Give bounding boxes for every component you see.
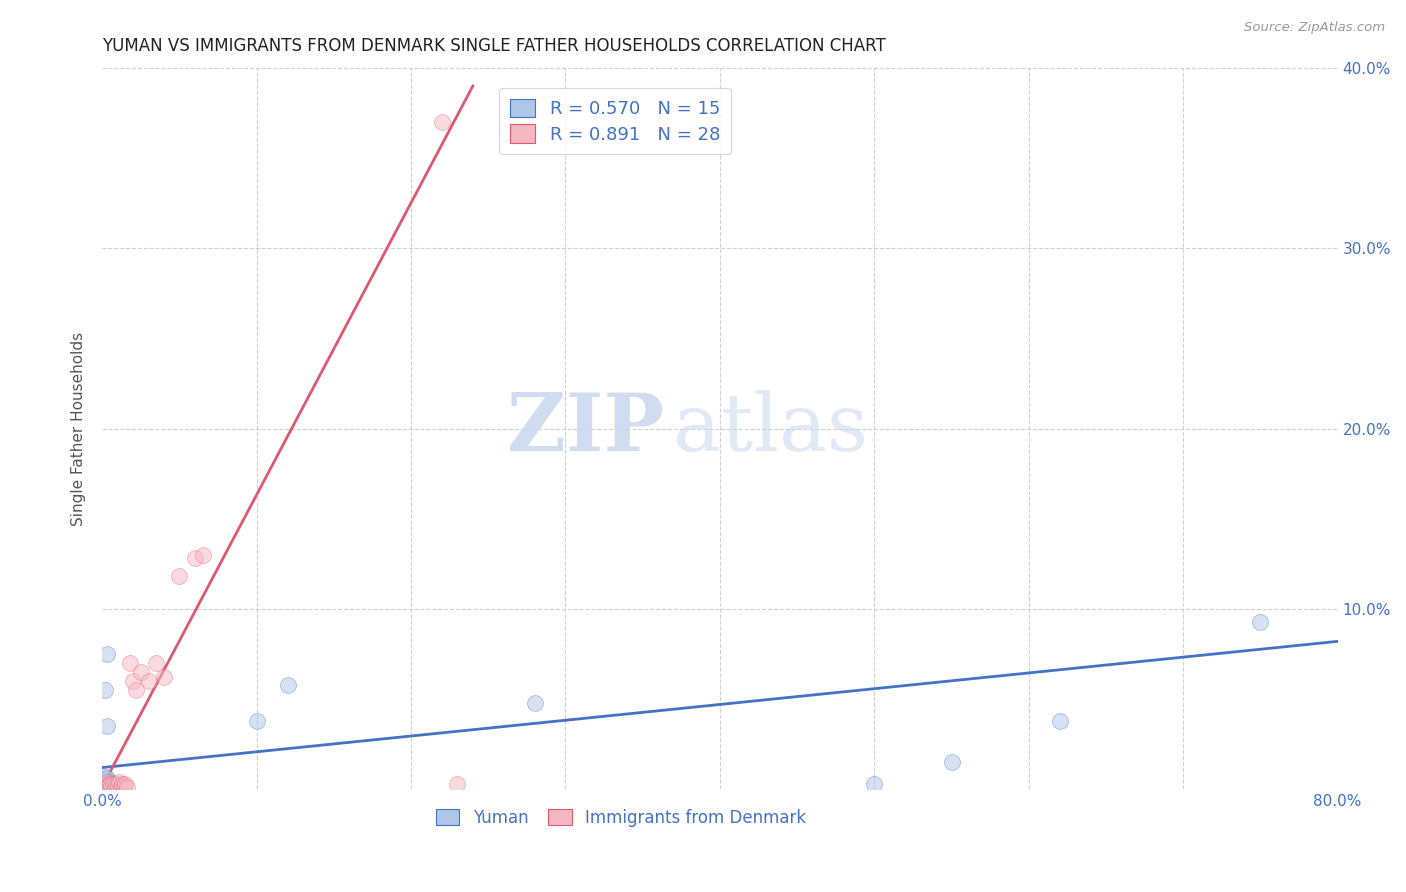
Point (169, 569, 191, 583)
Point (97, 779, 120, 793)
Point (96, 719, 118, 733)
Point (107, 779, 129, 793)
Point (96, 775, 118, 789)
Point (93, 773, 115, 788)
Point (98, 775, 121, 789)
Point (103, 780, 125, 795)
Point (446, 777, 468, 791)
Point (108, 775, 131, 789)
Point (276, 678, 298, 692)
Point (122, 673, 145, 688)
Point (114, 777, 136, 791)
Point (191, 548, 214, 562)
Point (96, 772, 118, 786)
Point (111, 777, 134, 791)
Point (100, 779, 122, 793)
Point (115, 780, 138, 795)
Point (523, 696, 546, 710)
Point (94, 770, 117, 784)
Point (430, 115, 453, 129)
Text: YUMAN VS IMMIGRANTS FROM DENMARK SINGLE FATHER HOUSEHOLDS CORRELATION CHART: YUMAN VS IMMIGRANTS FROM DENMARK SINGLE … (103, 37, 886, 55)
Text: ZIP: ZIP (508, 390, 664, 467)
Point (112, 779, 135, 793)
Text: atlas: atlas (673, 390, 868, 467)
Point (145, 656, 167, 670)
Point (184, 551, 207, 566)
Point (1049, 714, 1071, 728)
Point (129, 665, 152, 679)
Point (98, 777, 121, 791)
Point (863, 777, 886, 791)
Point (138, 673, 160, 688)
Point (101, 777, 124, 791)
Y-axis label: Single Father Households: Single Father Households (72, 332, 86, 525)
Point (110, 780, 132, 795)
Point (941, 755, 963, 769)
Point (105, 777, 128, 791)
Point (94, 683, 117, 698)
Point (125, 683, 148, 698)
Text: Source: ZipAtlas.com: Source: ZipAtlas.com (1244, 21, 1385, 34)
Point (153, 670, 176, 684)
Point (246, 714, 269, 728)
Point (118, 656, 141, 670)
Point (93, 777, 115, 791)
Point (94, 779, 117, 793)
Point (96, 647, 118, 661)
Point (1249, 615, 1271, 629)
Legend: Yuman, Immigrants from Denmark: Yuman, Immigrants from Denmark (427, 800, 814, 835)
Point (97, 777, 120, 791)
